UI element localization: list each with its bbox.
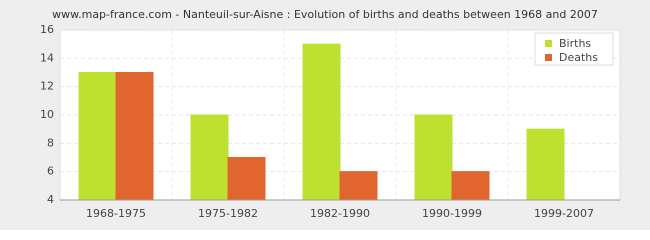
y-tick-label: 8	[47, 136, 54, 149]
bar	[451, 171, 490, 201]
bar	[526, 128, 565, 201]
bar	[227, 157, 266, 201]
x-tick-label: 1982-1990	[310, 207, 370, 220]
x-tick-label: 1975-1982	[198, 207, 258, 220]
legend-label: Deaths	[559, 51, 598, 64]
y-tick-label: 12	[40, 80, 54, 93]
y-tick-label: 4	[47, 193, 54, 206]
x-tick-label: 1968-1975	[86, 207, 146, 220]
legend-swatch	[545, 54, 552, 61]
bar	[115, 72, 154, 201]
x-tick-label: 1990-1999	[422, 207, 482, 220]
y-tick-label: 10	[40, 108, 54, 121]
y-tick-label: 16	[40, 23, 54, 36]
page: {"chart_data": {"type": "bar", "title": …	[0, 0, 650, 230]
legend-label: Births	[559, 37, 591, 50]
bar	[190, 114, 229, 201]
chart-title: www.map-france.com - Nanteuil-sur-Aisne …	[52, 8, 598, 21]
x-tick-label: 1999-2007	[534, 207, 594, 220]
y-tick-label: 14	[40, 51, 54, 64]
chart: www.map-france.com - Nanteuil-sur-Aisne …	[0, 0, 650, 230]
bar	[302, 43, 341, 201]
legend-swatch	[545, 40, 552, 47]
y-tick-label: 6	[47, 165, 54, 178]
bar	[414, 114, 453, 201]
bar	[339, 171, 378, 201]
bar	[78, 72, 117, 201]
